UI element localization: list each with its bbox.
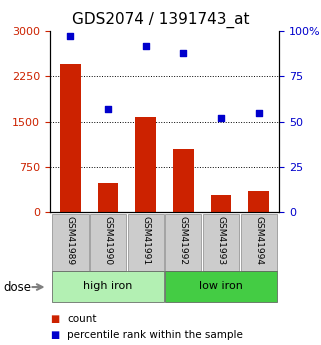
Text: low iron: low iron <box>199 282 243 291</box>
Bar <box>52 271 164 302</box>
Point <box>106 106 111 112</box>
Point <box>218 115 223 121</box>
Text: GSM41994: GSM41994 <box>254 216 263 265</box>
Text: ■: ■ <box>50 330 59 339</box>
Bar <box>173 149 194 212</box>
Point <box>68 34 73 39</box>
Bar <box>165 271 277 302</box>
Bar <box>128 214 164 271</box>
Bar <box>203 214 239 271</box>
Bar <box>165 214 201 271</box>
Text: percentile rank within the sample: percentile rank within the sample <box>67 330 243 339</box>
Point <box>256 110 261 115</box>
Bar <box>211 195 231 212</box>
Text: GSM41989: GSM41989 <box>66 216 75 265</box>
Text: GDS2074 / 1391743_at: GDS2074 / 1391743_at <box>72 12 249 28</box>
Text: GSM41992: GSM41992 <box>179 216 188 265</box>
Text: dose: dose <box>3 280 31 294</box>
Bar <box>60 64 81 212</box>
Bar <box>135 117 156 212</box>
Bar <box>240 214 277 271</box>
Text: GSM41993: GSM41993 <box>216 216 225 265</box>
Bar <box>52 214 89 271</box>
Bar <box>90 214 126 271</box>
Bar <box>248 191 269 212</box>
Point <box>181 50 186 56</box>
Text: GSM41990: GSM41990 <box>104 216 113 265</box>
Text: ■: ■ <box>50 314 59 324</box>
Text: high iron: high iron <box>83 282 133 291</box>
Point <box>143 43 148 48</box>
Text: count: count <box>67 314 97 324</box>
Text: GSM41991: GSM41991 <box>141 216 150 265</box>
Bar <box>98 183 118 212</box>
